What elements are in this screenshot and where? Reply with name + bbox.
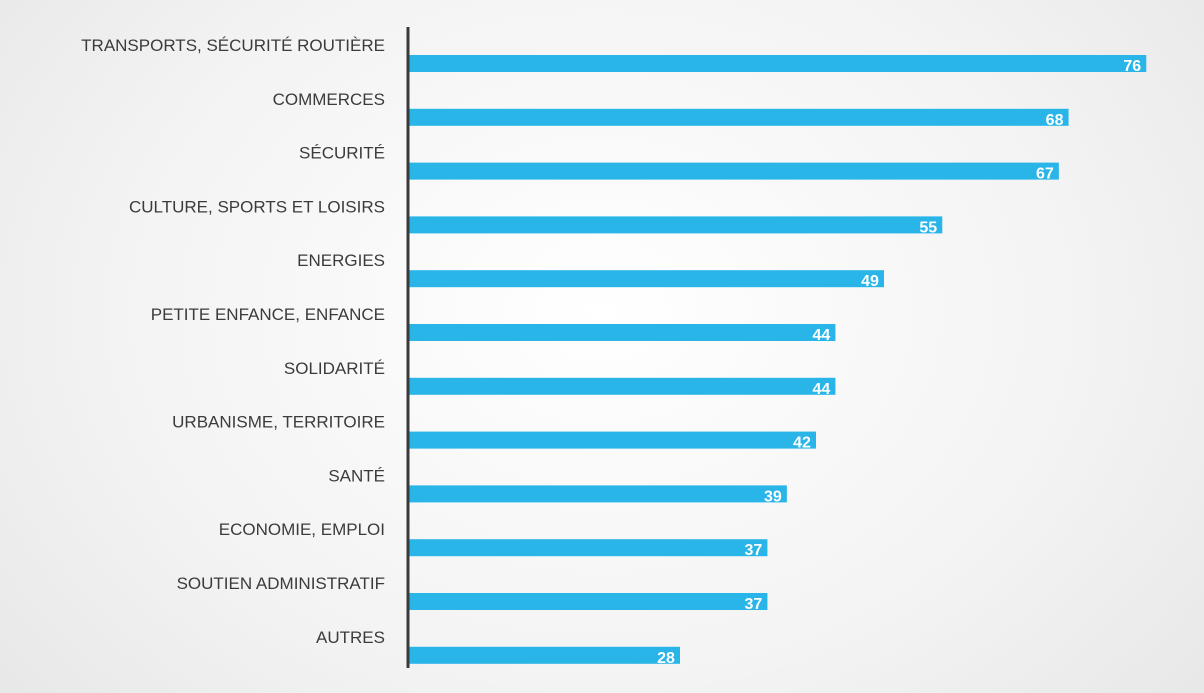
category-label: SOLIDARITÉ [284,359,385,378]
category-labels-group: TRANSPORTS, SÉCURITÉ ROUTIÈRE COMMERCES SÉ… [81,36,385,647]
bar [408,377,836,395]
data-label: 28 [657,650,675,667]
bar [408,485,787,503]
data-label: 39 [764,488,782,505]
bar [408,431,816,449]
data-label: 55 [919,219,937,236]
data-label: 68 [1046,112,1064,129]
category-label: ECONOMIE, EMPLOI [219,520,385,539]
bar [408,216,943,234]
value-labels-group: 76 68 67 55 49 44 44 42 39 37 37 28 [657,58,1141,667]
data-label: 44 [813,381,831,398]
category-label: URBANISME, TERRITOIRE [172,413,385,432]
data-label: 37 [745,596,763,613]
data-label: 76 [1123,58,1141,75]
category-label: PETITE ENFANCE, ENFANCE [151,305,385,324]
category-label: SÉCURITÉ [299,144,385,163]
data-label: 37 [745,542,763,559]
category-label: AUTRES [316,628,385,647]
data-label: 67 [1036,166,1054,183]
bar [408,108,1069,126]
data-label: 44 [813,327,831,344]
bar [408,324,836,341]
category-label: SANTÉ [328,466,385,485]
bar [408,270,884,288]
category-label: COMMERCES [273,90,385,109]
category-label: ENERGIES [297,251,385,270]
category-label: CULTURE, SPORTS ET LOISIRS [129,197,385,216]
bar [408,55,1147,72]
bar [408,162,1059,180]
category-label: TRANSPORTS, SÉCURITÉ ROUTIÈRE [81,36,385,55]
data-label: 42 [793,435,811,452]
category-label: SOUTIEN ADMINISTRATIF [177,574,385,593]
bars-group [408,55,1147,664]
data-label: 49 [861,273,879,290]
bar [408,539,768,557]
bar [408,593,768,610]
bar [408,646,680,664]
